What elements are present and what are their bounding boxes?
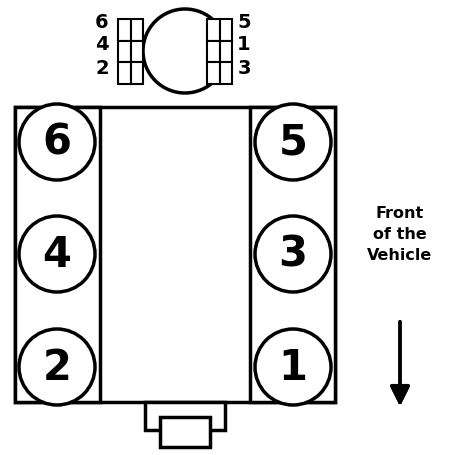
Bar [118, 20, 130, 41]
Bar [219, 63, 232, 85]
Text: 4: 4 [95, 35, 109, 53]
Text: 5: 5 [237, 12, 251, 31]
Circle shape [255, 329, 331, 405]
Text: 4: 4 [43, 233, 72, 275]
Bar [15, 108, 100, 402]
Bar [207, 20, 219, 41]
Text: 3: 3 [237, 58, 251, 77]
Circle shape [19, 329, 95, 405]
Bar [118, 63, 130, 85]
Bar [130, 20, 143, 41]
Bar [207, 41, 219, 63]
Bar [207, 63, 219, 85]
Text: 6: 6 [43, 122, 72, 164]
Text: 1: 1 [237, 35, 251, 53]
Text: 6: 6 [95, 12, 109, 31]
Bar [250, 108, 335, 402]
Circle shape [255, 105, 331, 181]
Text: 5: 5 [279, 122, 308, 164]
Text: 3: 3 [279, 233, 308, 275]
Bar [130, 41, 143, 63]
Bar [219, 41, 232, 63]
Text: Front
of the
Vehicle: Front of the Vehicle [367, 206, 433, 263]
Bar [15, 108, 335, 402]
Bar [219, 20, 232, 41]
Circle shape [19, 105, 95, 181]
Bar [145, 402, 225, 430]
Text: 1: 1 [279, 346, 308, 388]
Circle shape [143, 10, 227, 94]
Bar [130, 63, 143, 85]
Circle shape [255, 217, 331, 293]
Bar [118, 41, 130, 63]
Circle shape [19, 217, 95, 293]
Text: 2: 2 [95, 58, 109, 77]
Bar [160, 417, 210, 447]
Text: 2: 2 [43, 346, 72, 388]
